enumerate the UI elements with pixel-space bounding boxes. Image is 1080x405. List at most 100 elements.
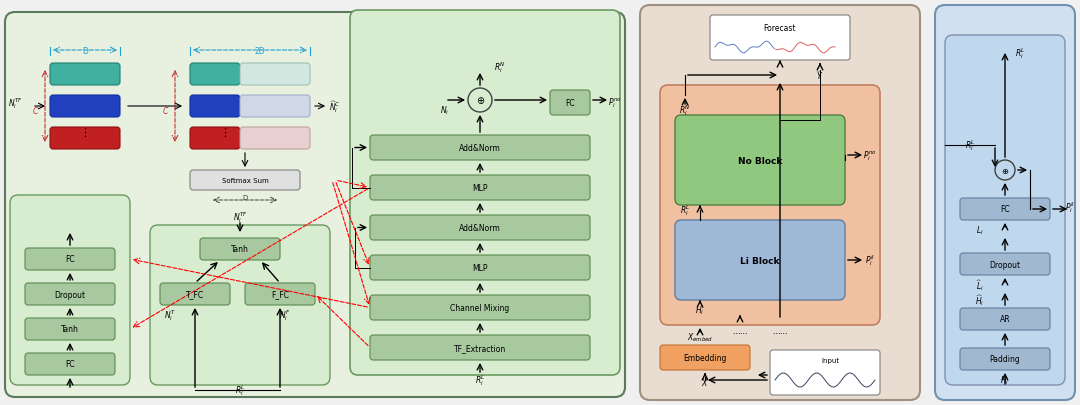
FancyBboxPatch shape: [190, 171, 300, 190]
Text: $P_i^{li}$: $P_i^{li}$: [1065, 200, 1075, 215]
Text: TF_Extraction: TF_Extraction: [454, 343, 507, 352]
Text: Add&Norm: Add&Norm: [459, 144, 501, 153]
FancyBboxPatch shape: [370, 136, 590, 161]
Text: $P_i^{no}$: $P_i^{no}$: [863, 149, 877, 162]
Text: Tanh: Tanh: [231, 245, 248, 254]
Text: Dropout: Dropout: [989, 260, 1021, 269]
Text: $\widehat{H}_i$: $\widehat{H}_i$: [975, 293, 985, 308]
FancyBboxPatch shape: [710, 16, 850, 61]
Text: C: C: [162, 106, 167, 115]
Text: $\cdots\cdots$: $\cdots\cdots$: [772, 326, 788, 335]
Text: Padding: Padding: [989, 355, 1021, 364]
FancyBboxPatch shape: [240, 128, 310, 149]
Text: $\widehat{N}_i^C$: $\widehat{N}_i^C$: [329, 99, 341, 115]
Text: $X_{embed}$: $X_{embed}$: [687, 331, 713, 343]
FancyBboxPatch shape: [370, 256, 590, 280]
Text: $N_i^{TF}$: $N_i^{TF}$: [8, 96, 23, 111]
Text: $R_i^L$: $R_i^L$: [475, 373, 485, 388]
Text: $X$: $X$: [701, 377, 708, 388]
FancyBboxPatch shape: [370, 215, 590, 241]
Text: Add&Norm: Add&Norm: [459, 224, 501, 232]
Text: ⊕: ⊕: [476, 96, 484, 106]
Text: FC: FC: [65, 255, 75, 264]
Text: $N_i^T$: $N_i^T$: [164, 308, 176, 323]
FancyBboxPatch shape: [25, 318, 114, 340]
FancyBboxPatch shape: [960, 348, 1050, 370]
FancyBboxPatch shape: [370, 335, 590, 360]
FancyBboxPatch shape: [945, 36, 1065, 385]
FancyBboxPatch shape: [960, 198, 1050, 220]
Text: $R_i^N$: $R_i^N$: [494, 60, 505, 75]
FancyBboxPatch shape: [190, 64, 240, 86]
FancyBboxPatch shape: [10, 196, 130, 385]
FancyBboxPatch shape: [150, 226, 330, 385]
FancyBboxPatch shape: [675, 220, 845, 300]
FancyBboxPatch shape: [240, 96, 310, 118]
Text: $R_i^N$: $R_i^N$: [679, 103, 691, 118]
FancyBboxPatch shape: [550, 91, 590, 116]
FancyBboxPatch shape: [960, 308, 1050, 330]
FancyBboxPatch shape: [200, 239, 280, 260]
Text: No Block: No Block: [738, 156, 782, 165]
Text: $\widehat{L}_i$: $\widehat{L}_i$: [976, 278, 984, 293]
Text: $H_i$: $H_i$: [696, 304, 704, 316]
FancyBboxPatch shape: [350, 11, 620, 375]
Text: Embedding: Embedding: [684, 353, 727, 362]
Text: Li Block: Li Block: [740, 256, 780, 265]
Text: $R_i^L$: $R_i^L$: [1015, 47, 1025, 61]
Text: FC: FC: [565, 99, 575, 108]
Text: $R_i^L$: $R_i^L$: [964, 138, 975, 153]
Text: Forecast: Forecast: [764, 23, 796, 32]
Text: MLP: MLP: [472, 183, 488, 192]
FancyBboxPatch shape: [25, 248, 114, 270]
Text: D: D: [242, 194, 247, 200]
Text: Input: Input: [821, 357, 839, 363]
Text: $N_i^{TF}$: $N_i^{TF}$: [232, 210, 247, 225]
FancyBboxPatch shape: [640, 6, 920, 400]
FancyBboxPatch shape: [5, 13, 625, 397]
Text: D: D: [82, 47, 87, 55]
Text: ⋮: ⋮: [80, 128, 91, 138]
FancyBboxPatch shape: [245, 284, 315, 305]
FancyBboxPatch shape: [160, 284, 230, 305]
Text: Dropout: Dropout: [54, 290, 85, 299]
FancyBboxPatch shape: [770, 350, 880, 395]
Text: FC: FC: [1000, 205, 1010, 214]
FancyBboxPatch shape: [50, 96, 120, 118]
Text: F_FC: F_FC: [271, 290, 289, 299]
FancyBboxPatch shape: [960, 254, 1050, 275]
FancyBboxPatch shape: [50, 128, 120, 149]
Text: $P_i^{li}$: $P_i^{li}$: [865, 253, 875, 268]
Text: T_FC: T_FC: [186, 290, 204, 299]
Text: $\cdots\cdots$: $\cdots\cdots$: [732, 326, 748, 335]
Text: ⊕: ⊕: [1001, 166, 1009, 175]
FancyBboxPatch shape: [25, 353, 114, 375]
Text: $R_i^L$: $R_i^L$: [679, 203, 690, 218]
FancyBboxPatch shape: [370, 295, 590, 320]
Text: $\widehat{Y}$: $\widehat{Y}$: [816, 69, 824, 82]
Text: MLP: MLP: [472, 263, 488, 272]
FancyBboxPatch shape: [190, 96, 240, 118]
FancyBboxPatch shape: [935, 6, 1075, 400]
FancyBboxPatch shape: [675, 116, 845, 205]
FancyBboxPatch shape: [190, 128, 240, 149]
Text: $R_i^L$: $R_i^L$: [234, 383, 245, 397]
Text: ⋮: ⋮: [219, 128, 230, 138]
FancyBboxPatch shape: [660, 86, 880, 325]
Text: AR: AR: [1000, 315, 1010, 324]
Text: 2D: 2D: [255, 47, 266, 55]
Text: $N_i^F$: $N_i^F$: [280, 308, 291, 323]
Text: $L_i$: $L_i$: [976, 224, 984, 237]
FancyBboxPatch shape: [240, 64, 310, 86]
Text: C: C: [32, 106, 38, 115]
FancyBboxPatch shape: [370, 175, 590, 200]
Text: Tanh: Tanh: [62, 325, 79, 334]
Text: Softmax Sum: Softmax Sum: [221, 177, 268, 183]
FancyBboxPatch shape: [50, 64, 120, 86]
Text: Channel Mixing: Channel Mixing: [450, 303, 510, 312]
Text: $N_i$: $N_i$: [441, 104, 449, 117]
FancyBboxPatch shape: [25, 284, 114, 305]
FancyBboxPatch shape: [660, 345, 750, 370]
Text: $H_i$: $H_i$: [1000, 374, 1010, 386]
Text: FC: FC: [65, 360, 75, 369]
